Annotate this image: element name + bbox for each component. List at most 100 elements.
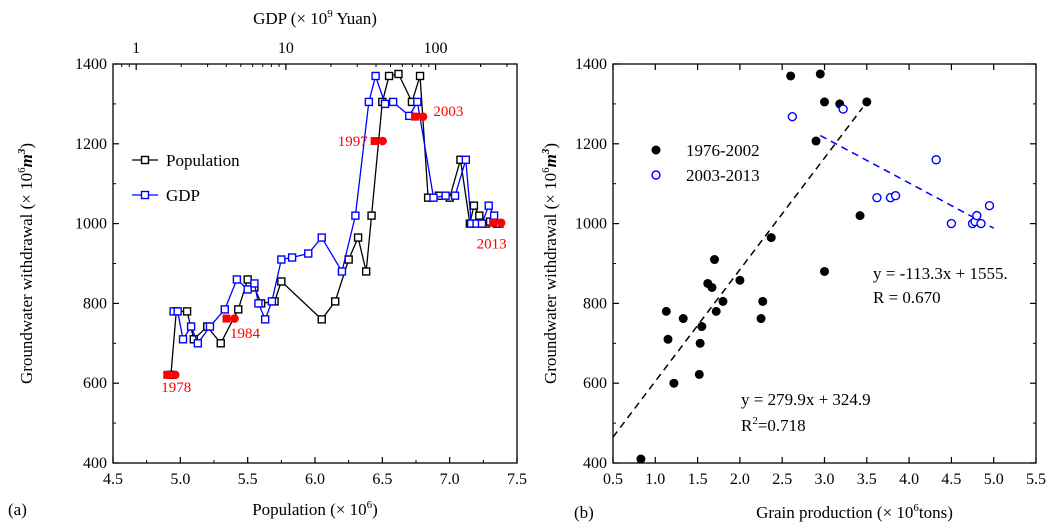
year-label: 2003 bbox=[433, 104, 463, 120]
scatter-point-1 bbox=[946, 218, 957, 229]
series-point-gdp bbox=[441, 191, 450, 200]
x-axis-title-end: ) bbox=[372, 500, 378, 519]
series-point-gdp bbox=[186, 322, 196, 331]
top-x-tick-label-a: 1 bbox=[132, 40, 140, 57]
x-tick-label-a: 5.5 bbox=[238, 471, 258, 488]
regression-equation-2003: y = -113.3x + 1555. bbox=[873, 264, 1008, 283]
series-point-population bbox=[277, 277, 286, 286]
scatter-point-0 bbox=[862, 97, 872, 107]
series-point-gdp bbox=[364, 97, 374, 107]
series-point-gdp bbox=[277, 255, 286, 264]
plot-frame-a bbox=[112, 63, 518, 464]
panel-a: 4.5 5.0 5.5 6.0 6.5 7.0 7.5 400 600 800 1000 1200 14… bbox=[8, 8, 527, 519]
series-point-gdp bbox=[250, 279, 259, 288]
scatter-point-0 bbox=[678, 314, 688, 324]
series-point-gdp bbox=[287, 253, 297, 262]
y-axis-title-unit: m bbox=[541, 154, 560, 167]
x-tick-label-b: 4.0 bbox=[899, 471, 919, 488]
y-tick-label-b: 400 bbox=[583, 455, 607, 472]
series-point-gdp bbox=[232, 275, 242, 284]
y-tick-label-b: 1000 bbox=[575, 216, 607, 233]
y-tick-label-a: 1200 bbox=[75, 136, 107, 153]
top-axis-title-sup: 9 bbox=[327, 8, 333, 20]
y-tick-label-a: 1400 bbox=[75, 56, 107, 73]
series-point-population bbox=[469, 201, 479, 210]
year-label: 1997 bbox=[338, 134, 369, 150]
y-tick-label-b: 600 bbox=[583, 375, 607, 392]
x-axis-title-text: Population (× 10 bbox=[252, 500, 366, 519]
scatter-point-0 bbox=[663, 334, 673, 344]
scatter-point-0 bbox=[636, 454, 646, 464]
y-axis-title-end: ) bbox=[541, 143, 560, 149]
x-axis-title-b: Grain production (× 106tons) bbox=[756, 502, 953, 522]
y-tick-label-b: 800 bbox=[583, 295, 607, 312]
y-axis-title-text: Groundwater withdrawal (× 10 bbox=[17, 173, 36, 384]
y-tick-label-a: 400 bbox=[83, 455, 107, 472]
top-x-tick-label-a: 10 bbox=[278, 40, 294, 57]
scatter-point-0 bbox=[811, 136, 821, 146]
regression-r2-sup: 2 bbox=[752, 415, 758, 427]
scatter-point-0 bbox=[697, 322, 707, 332]
legend-label-population: Population bbox=[166, 151, 240, 170]
series-point-gdp bbox=[317, 233, 326, 242]
x-tick-label-b: 5.0 bbox=[984, 471, 1004, 488]
series-point-population bbox=[182, 307, 192, 316]
y-axis-title-b: Groundwater withdrawal (× 106m3) bbox=[540, 143, 560, 384]
series-point-population bbox=[394, 69, 403, 79]
legend-marker-population bbox=[140, 155, 150, 165]
series-point-population bbox=[243, 275, 252, 284]
series-point-gdp bbox=[380, 99, 390, 109]
top-axis-title-a: GDP (× 109 Yuan) bbox=[253, 8, 377, 28]
y-tick-label-b: 1400 bbox=[575, 56, 607, 73]
scatter-point-0 bbox=[711, 306, 721, 316]
x-tick-label-a: 7.0 bbox=[440, 471, 460, 488]
series-point-population bbox=[415, 71, 425, 81]
series-point-gdp bbox=[489, 211, 499, 220]
highlight-dot bbox=[496, 218, 506, 228]
y-axis-title-unit-sup: 3 bbox=[16, 148, 28, 155]
highlight-dot bbox=[418, 112, 428, 121]
y-axis-title-unit-sup: 3 bbox=[540, 148, 552, 155]
scatter-point-0 bbox=[694, 369, 704, 379]
series-point-population bbox=[216, 339, 225, 348]
scatter-point-1 bbox=[984, 200, 995, 211]
x-tick-label-b: 0.5 bbox=[603, 471, 623, 488]
legend-marker-b-1 bbox=[651, 170, 661, 180]
panel-b: 0.5 1.0 1.5 2.0 2.5 3.0 3.5 4.0 4.5 5.0 5.5 400 600 8… bbox=[540, 56, 1046, 522]
series-point-population bbox=[361, 267, 371, 276]
x-tick-label-a: 5.0 bbox=[170, 471, 190, 488]
scatter-point-0 bbox=[756, 314, 766, 324]
year-label: 2013 bbox=[477, 237, 507, 253]
series-point-gdp bbox=[173, 307, 182, 316]
series-point-gdp bbox=[243, 285, 252, 294]
series-point-gdp bbox=[267, 297, 277, 306]
x-axis-title-a: Population (× 106) bbox=[252, 499, 378, 519]
x-axis-title-sup: 6 bbox=[367, 499, 373, 511]
series-point-population bbox=[384, 71, 394, 81]
scatter-point-0 bbox=[758, 296, 768, 306]
series-point-gdp bbox=[461, 155, 471, 164]
panel-label-a: (a) bbox=[8, 500, 27, 519]
scatter-point-0 bbox=[735, 275, 745, 285]
series-point-gdp bbox=[220, 305, 229, 314]
x-tick-label-b: 4.5 bbox=[941, 471, 961, 488]
x-axis-title-text: Grain production (× 10 bbox=[756, 503, 913, 522]
series-point-gdp bbox=[351, 211, 360, 220]
series-point-gdp bbox=[429, 193, 438, 202]
regression-r-text: R = 0.670 bbox=[873, 288, 941, 307]
series-point-gdp bbox=[450, 191, 460, 200]
series-point-population bbox=[353, 233, 363, 242]
series-point-gdp bbox=[254, 299, 263, 308]
scatter-point-0 bbox=[855, 211, 865, 221]
x-tick-label-b: 3.5 bbox=[857, 471, 877, 488]
regression-r2-1976: R2=0.718 bbox=[741, 415, 806, 435]
year-label: 1978 bbox=[161, 380, 191, 396]
scatter-point-1 bbox=[838, 104, 848, 114]
trend-line-0 bbox=[613, 107, 864, 438]
scatter-point-1 bbox=[931, 155, 941, 165]
scatter-point-0 bbox=[815, 69, 825, 79]
legend-label-b-0: 1976-2002 bbox=[686, 141, 760, 160]
x-tick-label-b: 1.5 bbox=[688, 471, 708, 488]
series-point-population bbox=[344, 255, 353, 264]
highlight-dot bbox=[378, 136, 387, 146]
